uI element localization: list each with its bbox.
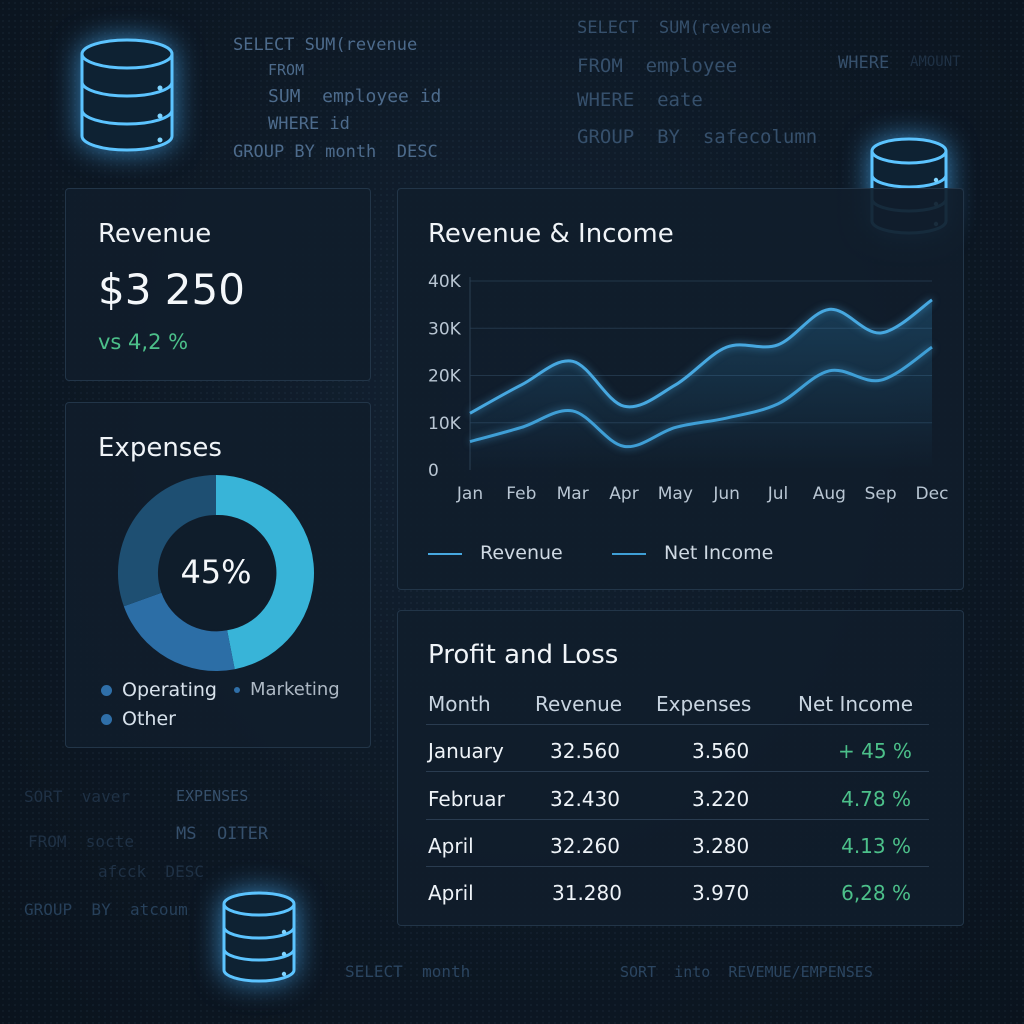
table-divider: [426, 819, 929, 820]
donut-slice-other: [117, 475, 216, 607]
bg-code-line: SUM employee id: [268, 86, 442, 107]
cell-expenses: 3.220: [692, 787, 750, 811]
donut-center-label: 45%: [180, 553, 252, 591]
database-icon: [80, 38, 174, 152]
legend-dot-icon: [101, 714, 112, 725]
expenses-donut-chart: [117, 475, 315, 672]
cell-revenue: 32.430: [550, 787, 620, 811]
cell-revenue: 32.560: [550, 739, 620, 763]
bg-code-line: GROUP BY safecolumn: [577, 126, 818, 148]
revenue-area-fill: [470, 299, 932, 470]
cell-revenue: 32.260: [550, 834, 620, 858]
bg-code-line: WHERE eate: [577, 89, 703, 111]
cell-net-income: 4.13 %: [841, 834, 911, 858]
donut-slice-marketing: [123, 592, 235, 672]
cell-net-income: + 45 %: [838, 739, 912, 763]
bg-code-line: afcck DESC: [98, 862, 204, 881]
cell-month: April: [428, 881, 474, 905]
column-header-net-income: Net Income: [798, 692, 914, 716]
bg-code-line: SELECT month: [345, 962, 471, 981]
revenue-income-line-chart: 40K 30K 20K 10K 0 Jan Feb Mar Apr May Jun Jul Aug Sep…: [428, 272, 949, 504]
chart-title: Revenue & Income: [428, 219, 674, 249]
x-tick-label: Sep: [865, 484, 897, 504]
revenue-title: Revenue: [98, 219, 212, 249]
legend-line-icon: [612, 552, 646, 555]
y-tick-label: 20K: [428, 367, 462, 387]
x-tick-label: Dec: [916, 484, 949, 504]
x-tick-label: Aug: [813, 484, 846, 504]
legend-item-other: Other: [101, 708, 176, 730]
bg-code-line: SORT into REVEMUE/EMPENSES: [620, 963, 873, 981]
cell-expenses: 3.280: [692, 834, 750, 858]
bg-code-line: GROUP BY atcoum: [24, 900, 188, 919]
cell-expenses: 3.560: [692, 739, 750, 763]
cell-month: January: [428, 739, 504, 763]
x-tick-label: Jun: [712, 484, 740, 504]
column-header-expenses: Expenses: [656, 692, 752, 716]
revenue-income-card: Revenue & Income 40K 30K 20K 10K 0 Jan Feb Mar A…: [397, 188, 964, 590]
bg-code-line: AMOUNT: [910, 54, 961, 70]
revenue-delta: vs 4,2 %: [98, 330, 189, 354]
cell-month: April: [428, 834, 474, 858]
x-tick-label: Mar: [557, 484, 589, 504]
x-tick-label: Jan: [456, 484, 483, 504]
pnl-title: Profit and Loss: [428, 640, 619, 670]
cell-revenue: 31.280: [552, 881, 622, 905]
profit-loss-card: Profit and Loss Month Revenue Expenses N…: [397, 610, 964, 926]
x-tick-label: Feb: [506, 484, 536, 504]
table-divider: [426, 866, 929, 867]
bg-code-line: WHERE: [838, 53, 890, 73]
y-tick-label: 30K: [428, 319, 462, 339]
legend-item-operating: Operating: [101, 679, 217, 701]
database-icon: [222, 891, 296, 983]
legend-line-icon: [428, 552, 462, 555]
bg-code-line: WHERE id: [268, 114, 350, 134]
bg-code-line: SELECT SUM(revenue: [233, 35, 418, 55]
table-divider: [426, 771, 929, 772]
revenue-line: [469, 298, 933, 415]
bg-code-line: GROUP BY month DESC: [233, 142, 438, 162]
x-tick-label: Jul: [767, 484, 789, 504]
bg-code-line: FROM: [268, 61, 305, 79]
bg-code-line: EXPENSES: [176, 787, 249, 805]
y-tick-label: 40K: [428, 272, 462, 292]
bg-code-line: FROM socte: [28, 832, 134, 851]
column-header-month: Month: [428, 692, 491, 716]
revenue-card: Revenue $3 250 vs 4,2 %: [65, 188, 371, 381]
bg-code-line: MS OITER: [176, 824, 269, 844]
y-tick-label: 0: [428, 461, 439, 481]
x-tick-label: May: [658, 484, 693, 504]
cell-net-income: 6,28 %: [841, 881, 911, 905]
legend-item-marketing: Marketing: [234, 679, 340, 700]
legend-dot-icon: [234, 687, 240, 693]
cell-month: Februar: [428, 787, 505, 811]
cell-expenses: 3.970: [692, 881, 750, 905]
donut-slice-operating: [216, 475, 315, 670]
x-tick-label: Apr: [609, 484, 638, 504]
table-divider: [426, 724, 929, 725]
legend-item-net-income: Net Income: [612, 542, 773, 564]
revenue-value: $3 250: [98, 265, 245, 314]
expenses-title: Expenses: [98, 433, 222, 463]
column-header-revenue: Revenue: [535, 692, 623, 716]
cell-net-income: 4.78 %: [841, 787, 911, 811]
legend-dot-icon: [101, 685, 112, 696]
net-income-line: [469, 345, 933, 449]
bg-code-line: FROM employee: [577, 55, 738, 77]
bg-code-line: SELECT SUM(revenue: [577, 18, 772, 38]
y-tick-label: 10K: [428, 414, 462, 434]
expenses-card: Expenses 45% Operating Marketing Other: [65, 402, 371, 748]
bg-code-line: SORT vaver: [24, 787, 130, 806]
legend-item-revenue: Revenue: [428, 542, 563, 564]
